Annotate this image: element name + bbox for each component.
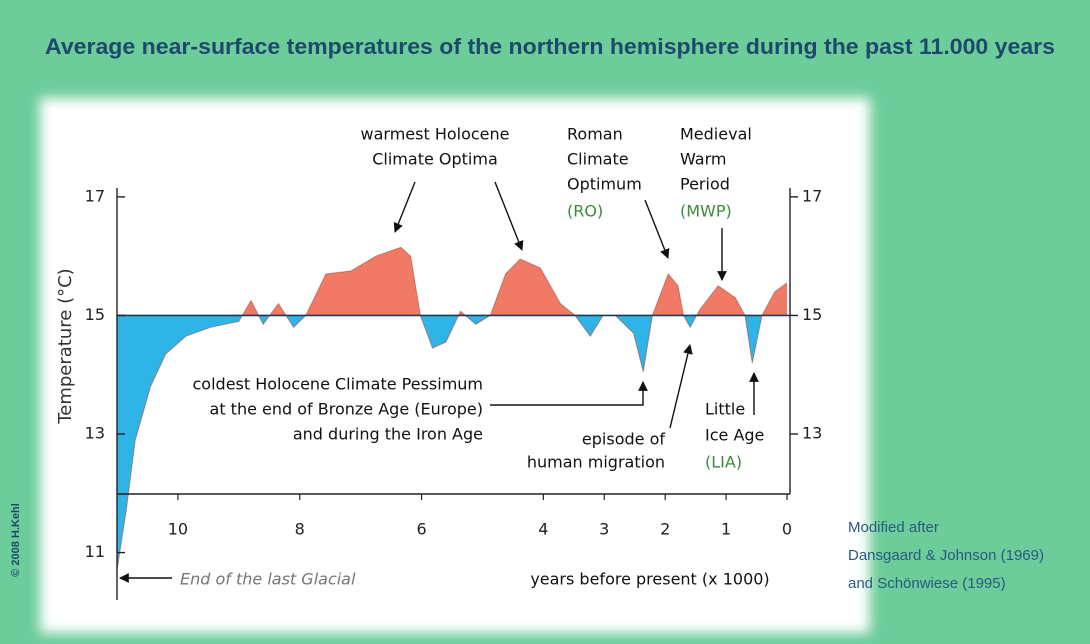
x-tick-label: 8	[295, 520, 305, 539]
y-tick-label: 15	[85, 305, 105, 324]
y-axis-title: Temperature (°C)	[55, 268, 76, 424]
annotation: at the end of Bronze Age (Europe)	[210, 400, 483, 419]
y2-tick-label: 15	[802, 305, 822, 324]
y-tick-label: 17	[85, 186, 105, 205]
annotation: Warm	[680, 150, 726, 169]
source-line: Modified after	[848, 519, 939, 536]
arrow	[669, 344, 693, 429]
annotation: (RO)	[567, 202, 603, 221]
annotation: and during the Iron Age	[293, 425, 483, 444]
y2-tick-label: 17	[802, 186, 822, 205]
annotation: (MWP)	[680, 202, 732, 221]
annotation: Climate	[567, 150, 629, 169]
panel	[40, 98, 870, 633]
x-tick-label: 2	[660, 520, 670, 539]
x-tick-label: 3	[599, 520, 609, 539]
annotation: Roman	[567, 125, 623, 144]
arrow	[644, 199, 670, 259]
x-tick-label: 10	[168, 520, 188, 539]
x-axis-title: years before present (x 1000)	[530, 570, 769, 589]
source-line: Dansgaard & Johnson (1969)	[848, 547, 1044, 564]
source-line: and Schönwiese (1995)	[848, 575, 1006, 592]
x-tick-label: 6	[416, 520, 426, 539]
chart-title: Average near-surface temperatures of the…	[45, 34, 1055, 59]
credit: © 2008 H.Kehl	[10, 503, 22, 577]
arrow	[494, 181, 524, 251]
annotation: Climate Optima	[372, 150, 498, 169]
annotation: Period	[680, 175, 730, 194]
annotation: Little	[705, 400, 745, 419]
annotation: Optimum	[567, 175, 642, 194]
y-tick-label: 13	[85, 424, 105, 443]
annotation: (LIA)	[705, 453, 742, 472]
y2-tick-label: 13	[802, 424, 822, 443]
annotation: coldest Holocene Climate Pessimum	[193, 375, 484, 394]
annotation: warmest Holocene	[361, 125, 510, 144]
y-tick-label: 11	[85, 542, 105, 561]
annotation: Ice Age	[705, 426, 764, 445]
annotation: human migration	[527, 453, 665, 472]
x-tick-label: 4	[538, 520, 548, 539]
annotation: End of the last Glacial	[180, 570, 356, 589]
annotation: Medieval	[680, 125, 752, 144]
x-tick-label: 0	[782, 520, 792, 539]
arrows	[119, 181, 759, 583]
annotation: episode of	[582, 430, 665, 449]
warm-area	[117, 247, 787, 316]
x-tick-label: 1	[721, 520, 731, 539]
arrow	[393, 181, 416, 233]
arrow	[490, 381, 648, 406]
